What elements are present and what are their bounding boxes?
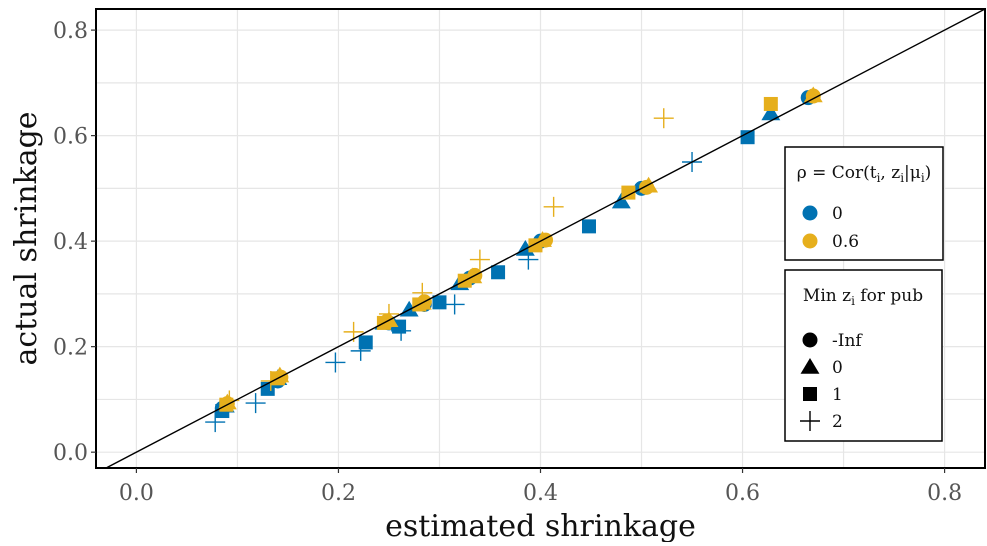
data-point bbox=[325, 352, 346, 373]
legend-shape-label: 0 bbox=[832, 358, 843, 378]
legend-shape-key bbox=[803, 387, 817, 401]
data-point bbox=[803, 86, 823, 103]
y-tick-label: 0.6 bbox=[53, 125, 88, 150]
data-point bbox=[740, 130, 755, 145]
legend-shape-label: 2 bbox=[832, 412, 843, 432]
data-point bbox=[391, 320, 412, 341]
tick-layer: 0.0 0.2 0.4 0.6 0.8 0.0 0.2 0.4 0.6 0.8 bbox=[53, 19, 962, 506]
x-axis-title: estimated shrinkage bbox=[385, 509, 696, 542]
legend-shape-label: -Inf bbox=[832, 331, 863, 351]
data-point bbox=[350, 340, 371, 361]
x-tick-label: 0.0 bbox=[119, 481, 154, 506]
data-point bbox=[611, 192, 631, 209]
data-point bbox=[621, 185, 636, 200]
y-tick-label: 0.8 bbox=[53, 19, 88, 44]
legend-shape-box bbox=[784, 269, 943, 442]
data-point bbox=[260, 370, 281, 391]
data-point bbox=[205, 412, 226, 433]
legend-color: ρ = Cor(ti, zi|μi) 00.6 bbox=[784, 146, 944, 261]
legend-shape-key bbox=[802, 332, 818, 348]
legend-shape-key bbox=[800, 358, 820, 374]
data-point bbox=[543, 196, 564, 217]
legend-shape: Min zi for pub -Inf 0 1 2 bbox=[784, 269, 943, 442]
data-point bbox=[245, 393, 266, 414]
grid-layer bbox=[96, 9, 985, 468]
x-tick-label: 0.8 bbox=[927, 481, 962, 506]
x-tick-label: 0.4 bbox=[523, 481, 558, 506]
data-point bbox=[763, 96, 778, 111]
legend-color-entries: 00.6 bbox=[802, 204, 859, 252]
legend-shape-label: 1 bbox=[832, 385, 843, 405]
legend-shape-title: Min zi for pub bbox=[803, 286, 923, 308]
data-point bbox=[432, 295, 447, 310]
y-tick-label: 0.0 bbox=[53, 441, 88, 466]
legend-color-key bbox=[802, 205, 818, 221]
y-axis-title: actual shrinkage bbox=[9, 111, 44, 365]
legend-color-label: 0.6 bbox=[832, 232, 859, 252]
data-point bbox=[653, 108, 674, 129]
legend-color-label: 0 bbox=[832, 204, 843, 224]
reference-line bbox=[105, 8, 986, 469]
legend-color-title: ρ = Cor(ti, zi|μi) bbox=[797, 163, 932, 185]
data-point bbox=[491, 265, 506, 280]
reference-line-layer bbox=[105, 8, 986, 469]
x-tick-label: 0.6 bbox=[725, 481, 760, 506]
data-point bbox=[469, 249, 490, 270]
data-point bbox=[761, 104, 781, 121]
x-tick-label: 0.2 bbox=[321, 481, 356, 506]
legend-shape-entries: -Inf 0 1 2 bbox=[800, 331, 863, 432]
y-tick-label: 0.2 bbox=[53, 336, 88, 361]
points-layer bbox=[205, 86, 823, 433]
data-point bbox=[581, 219, 596, 234]
legend-color-key bbox=[802, 233, 818, 249]
legend-shape-key bbox=[800, 411, 820, 431]
data-point bbox=[358, 335, 373, 350]
y-tick-label: 0.4 bbox=[53, 230, 88, 255]
data-point bbox=[518, 249, 539, 270]
data-point bbox=[412, 282, 433, 303]
data-point bbox=[444, 294, 465, 315]
